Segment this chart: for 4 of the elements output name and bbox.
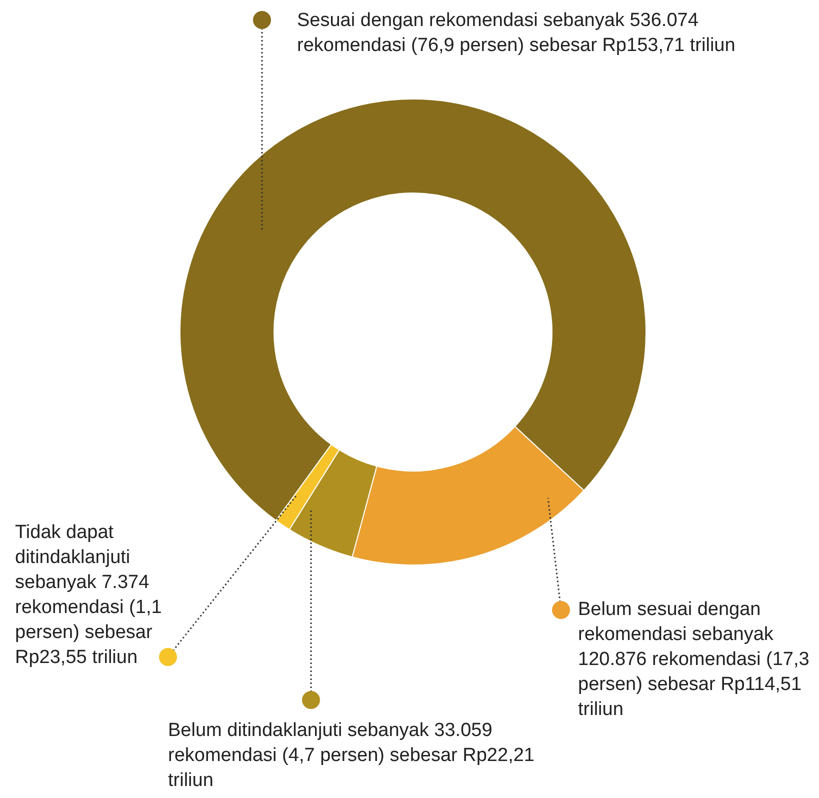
legend-label: Belum sesuai dengan rekomendasi sebanyak 120.876 rekomendasi (17,3 persen) sebesar Rp114,51 triliun [578, 598, 810, 722]
slice-label: Belum ditindaklanjuti sebanyak 33.059 rekomendasi (4,7 persen) sebesar Rp22,21 triliun [168, 719, 536, 793]
legend-label: Sesuai dengan rekomendasi sebanyak 536.074 rekomendasi (76,9 persen) sebesar Rp153,71 triliun [297, 9, 736, 58]
slice-label: Tidak dapat ditindaklanjuti sebanyak 7.374 rekomendasi (1,1 persen) sebesar Rp23,55 triliun [15, 521, 163, 670]
